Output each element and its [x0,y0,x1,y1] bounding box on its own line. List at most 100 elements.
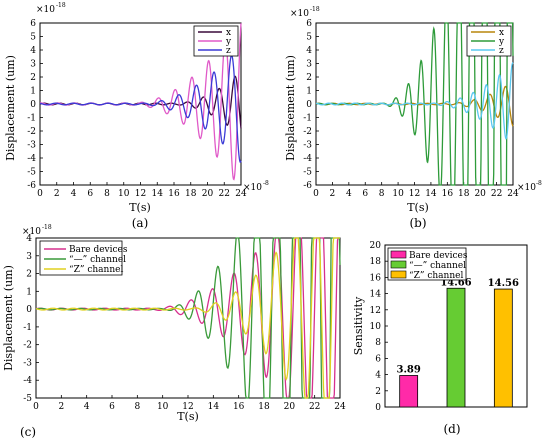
panel-d-label: (d) [443,422,460,436]
panel-d-y-tick-label: 8 [375,338,381,348]
panel-a-y-tick-label: 0 [30,100,36,110]
panel-d-y-tick-label: 2 [375,387,381,397]
panel-b-x-tick-label: 14 [425,189,437,199]
panel-b-x-tick-label: 10 [392,189,404,199]
panel-a-x-multiplier: ×10 [243,183,262,193]
panel-b-label: (b) [409,216,426,230]
panel-d-y-tick-label: 20 [370,241,382,251]
panel-c-y-tick-label: -4 [23,376,32,386]
panel-c-x-tick-label: 8 [134,402,140,412]
panel-b-legend-label-y: y [498,37,505,47]
panel-d-y-tick-label: 16 [370,273,382,283]
panel-a-x-tick-label: 22 [219,189,230,199]
panel-c-y-tick-label: -5 [23,394,32,404]
panel-b-legend-label-z: z [499,46,504,56]
panel-a-y-tick-label: 5 [30,33,36,43]
panel-c-series [35,237,341,399]
panel-a-x-tick-label: 12 [135,189,146,199]
panel-a-x-tick-label: 8 [104,189,110,199]
panel-a-series [39,23,242,181]
panel-b-y-exponent: -18 [310,6,320,13]
panel-b-x-tick-label: 8 [379,189,385,199]
panel-a-x-tick-label: 24 [235,189,247,199]
panel-c-x-tick-label: 18 [258,402,270,412]
panel-d-legend-swatch-z [390,270,407,279]
panel-c-x-tick-label: 16 [233,402,245,412]
panel-b-x-tick-label: 16 [442,189,454,199]
panel-a-x-tick-label: 16 [168,189,180,199]
panel-d-legend-label-z: “Z” channel [409,270,463,281]
panel-a-x-tick-label: 0 [37,189,43,199]
panel-d-legend: Bare devices “—” channel “Z” channel [387,247,468,281]
panel-a-legend-label-x: x [226,28,231,38]
panel-d-bar-value-label: 14.66 [440,277,471,288]
panel-d-bar [399,375,419,408]
panel-a-y-tick-label: -4 [27,154,36,164]
panel-b-y-tick-label: -3 [303,141,312,151]
panel-b-y-tick-label: 6 [306,19,312,29]
panel-a-x-exponent: -8 [263,180,269,187]
panel-b-y-tick-label: 3 [306,60,312,70]
panel-b-y-multiplier: ×10 [290,9,309,19]
panel-d-y-tick-label: 4 [375,371,381,381]
panel-a-y-multiplier: ×10 [36,5,55,15]
panel-d-bars: 3.89 14.66 14.56 [396,277,519,408]
panel-a-series-line-2 [39,54,242,163]
panel-d-y-ticks: 0 2 4 6 8 10 12 14 16 18 20 [370,241,388,413]
panel-a-y-tick-label: 4 [30,46,36,56]
panel-a-x-tick-label: 18 [185,189,197,199]
panel-c-series-line-0 [35,237,340,399]
panel-a-y-tick-label: -5 [27,168,36,178]
panel-b-x-tick-label: 24 [507,189,519,199]
panel-b-y-tick-label: -6 [303,181,312,191]
panel-b-x-tick-label: 12 [409,189,420,199]
panel-d-legend-label-bare: Bare devices [409,251,468,261]
panel-b-y-tick-label: -1 [303,114,312,124]
panel-b-series-line-0 [315,85,514,127]
panel-a-legend: x y z [193,25,239,57]
panel-b-y-tick-label: 4 [306,46,312,56]
panel-a-y-tick-label: -3 [27,141,36,151]
panel-d-bar [446,287,466,408]
panel-d-y-axis-label: Sensitivity [352,296,365,355]
panel-a-x-tick-label: 2 [54,189,60,199]
panel-d-y-tick-label: 10 [370,322,382,332]
panel-b-x-axis-label: T(s) [407,201,429,214]
panel-c-y-tick-label: 4 [26,234,32,244]
panel-b-x-tick-label: 22 [491,189,502,199]
panel-d-bar-value-label: 14.56 [488,278,519,289]
panel-a-y-tick-label: 1 [30,87,36,97]
panel-d-legend-swatch-dash [390,260,407,269]
panel-d-bar [493,288,513,408]
panel-d-y-tick-label: 12 [370,306,381,316]
panel-a-y-exponent: -18 [56,2,66,9]
panel-c-x-tick-label: 4 [84,402,90,412]
panel-b-y-tick-label: -5 [303,168,312,178]
panel-b-y-tick-label: 0 [306,100,312,110]
panel-b-y-axis-label: Displacement (um) [284,55,297,161]
panel-a-y-tick-label: 2 [30,73,36,83]
panel-d-legend-label-dash: “—” channel [409,260,466,271]
panel-c-x-tick-label: 12 [182,402,193,412]
panel-b-y-tick-label: 1 [306,87,312,97]
panel-d-y-tick-label: 18 [370,257,382,267]
panel-c-x-tick-label: 20 [284,402,296,412]
panel-d-legend-swatch-bare [390,250,407,259]
panel-a-x-tick-label: 14 [152,189,164,199]
panel-a-y-axis-label: Displacement (um) [4,55,17,161]
panel-a-legend-label-y: y [225,37,232,47]
panel-b-x-exponent: -8 [536,180,542,187]
panel-b-series [315,22,514,186]
panel-c-label: (c) [20,425,36,439]
panel-b-y-tick-label: 2 [306,73,312,83]
panel-a-x-tick-label: 20 [202,189,214,199]
panel-b-x-tick-label: 6 [362,189,368,199]
panel-c-y-tick-label: 0 [26,305,32,315]
panel-c-y-tick-label: 1 [26,287,32,297]
panel-b-legend-label-x: x [499,28,504,38]
panel-c-y-tick-label: -1 [23,323,32,333]
panel-b-x-tick-label: 0 [313,189,319,199]
panel-c-y-tick-label: -3 [23,358,32,368]
